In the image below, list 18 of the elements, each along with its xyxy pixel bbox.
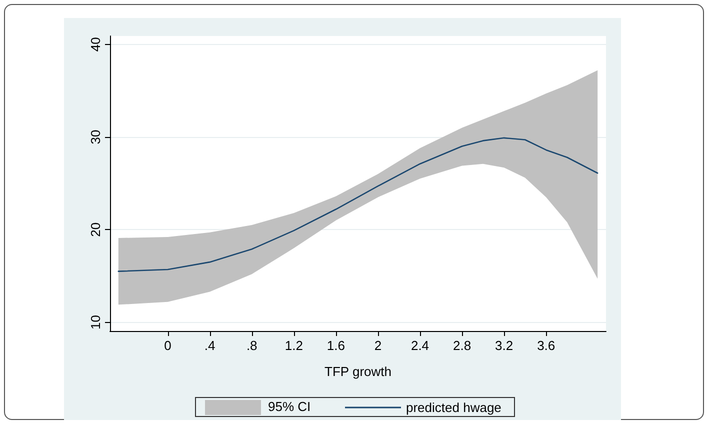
y-tick-label: 10 bbox=[88, 315, 103, 330]
x-tick-label: 2.4 bbox=[410, 338, 430, 353]
x-tick-label: 2 bbox=[374, 338, 382, 353]
x-tick-label: 3.2 bbox=[495, 338, 514, 353]
y-tick-label: 40 bbox=[88, 37, 103, 52]
x-tick-label: .8 bbox=[246, 338, 258, 353]
y-tick-label: 20 bbox=[88, 222, 103, 237]
text: 95% CI bbox=[268, 399, 311, 414]
y-tick-label: 30 bbox=[88, 130, 103, 144]
x-tick-label: 3.6 bbox=[537, 338, 556, 353]
x-axis-title: TFP growth bbox=[324, 364, 392, 379]
legend-label: predicted hwage bbox=[406, 400, 502, 415]
line-series bbox=[118, 137, 598, 272]
x-tick-label: 2.8 bbox=[452, 338, 472, 353]
x-tick-label: .4 bbox=[204, 338, 216, 353]
x-tick-label: 1.6 bbox=[326, 338, 345, 353]
x-tick-label: 0 bbox=[164, 338, 172, 353]
x-tick-label: 1.2 bbox=[284, 338, 303, 353]
